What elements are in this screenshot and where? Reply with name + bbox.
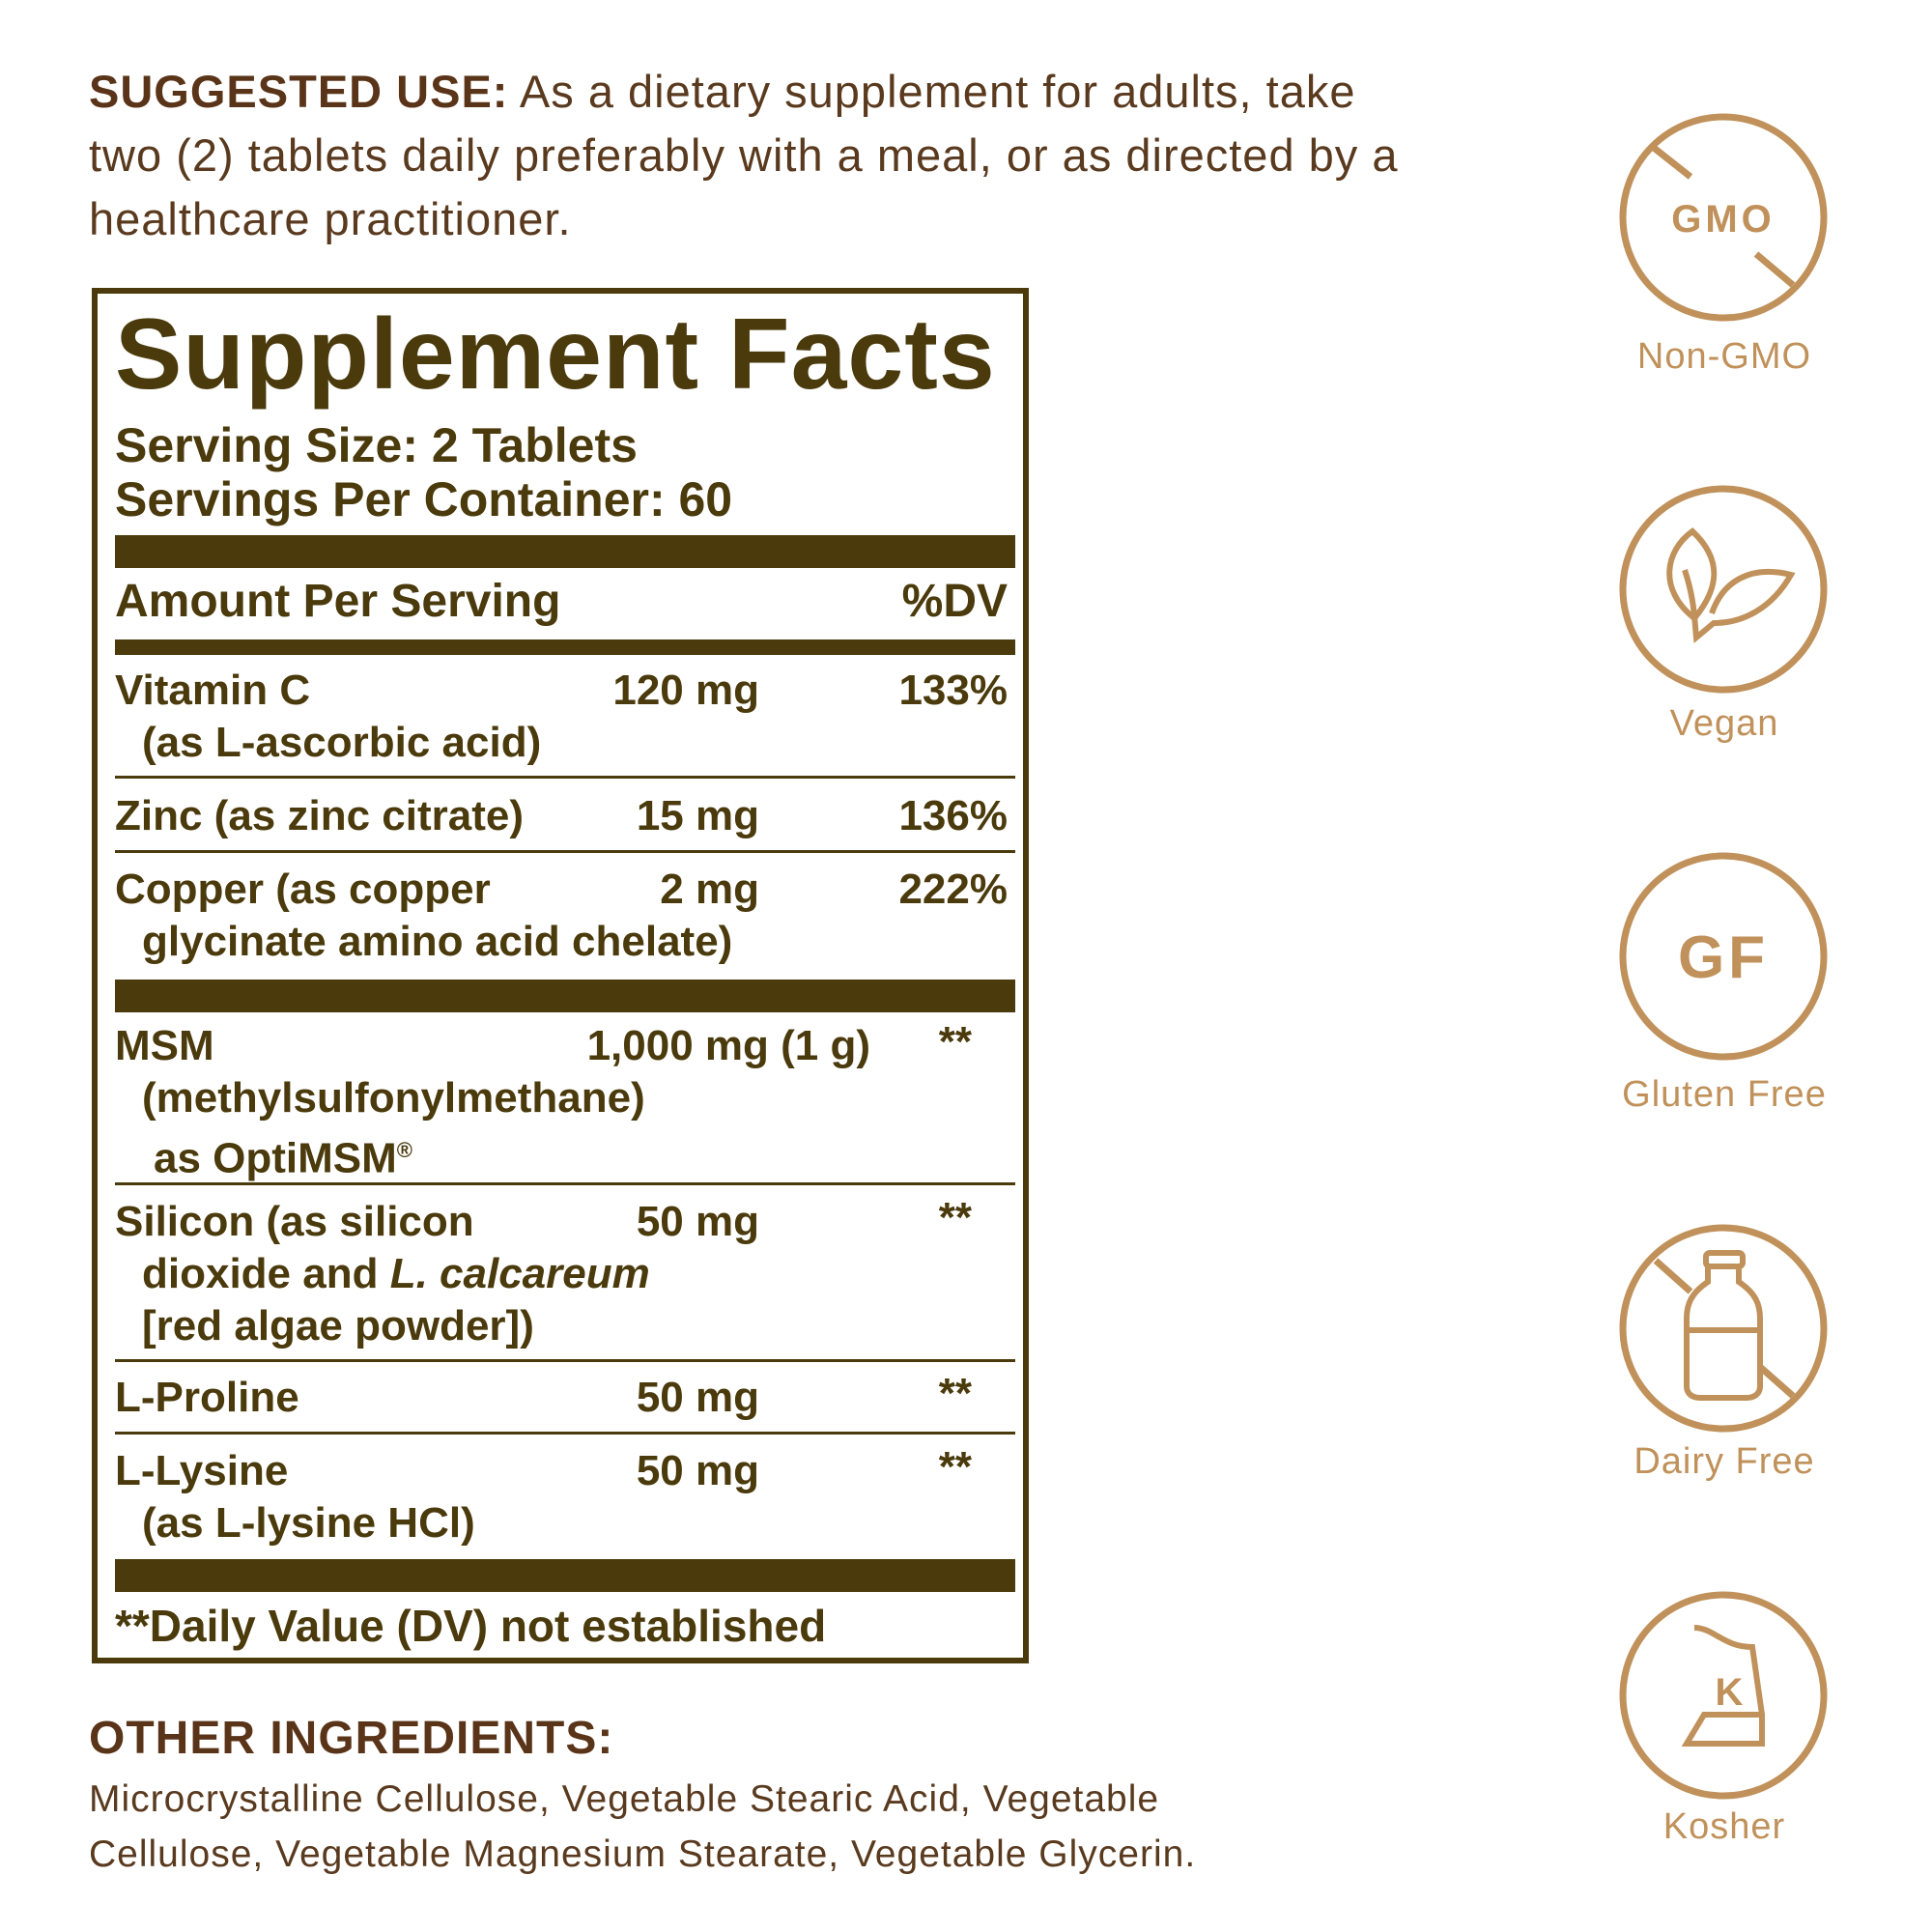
thick-divider bbox=[115, 535, 1015, 568]
gf-icon-text: GF bbox=[1678, 924, 1769, 991]
medium-divider bbox=[115, 639, 1015, 655]
nutrient-name: MSM bbox=[115, 1022, 214, 1069]
other-ingredients-heading: OTHER INGREDIENTS: bbox=[89, 1713, 614, 1764]
badge-label: Kosher bbox=[1662, 1806, 1786, 1847]
nutrient-name: L-Proline bbox=[115, 1374, 299, 1421]
gluten-free-icon: GF bbox=[1619, 852, 1828, 1061]
thick-divider bbox=[115, 1559, 1015, 1592]
vegan-leaf-icon bbox=[1619, 485, 1828, 694]
nutrient-detail: (methylsulfonylmethane) bbox=[142, 1074, 645, 1122]
header-dv: %DV bbox=[901, 576, 1008, 627]
nutrient-amount: 50 mg bbox=[636, 1374, 759, 1421]
servings-per-container: Servings Per Container: 60 bbox=[115, 472, 733, 526]
badge-label: Vegan bbox=[1669, 703, 1779, 744]
nutrient-dv: 222% bbox=[898, 866, 1008, 913]
dairy-free-icon bbox=[1619, 1224, 1828, 1433]
nutrient-dv: ** bbox=[938, 1018, 972, 1065]
divider bbox=[115, 1432, 1015, 1435]
nutrient-dv: ** bbox=[938, 1370, 972, 1417]
nutrient-name: Copper (as copper bbox=[115, 866, 491, 913]
nutrient-amount: 50 mg bbox=[636, 1447, 759, 1494]
nutrient-name: Silicon (as silicon bbox=[115, 1198, 474, 1245]
nutrient-detail: [red algae powder]) bbox=[142, 1302, 534, 1350]
nutrient-name: L-Lysine bbox=[115, 1447, 289, 1494]
nutrient-dv: ** bbox=[938, 1443, 972, 1491]
nutrient-dv: 136% bbox=[898, 792, 1008, 839]
facts-title: Supplement Facts bbox=[115, 298, 996, 411]
thick-divider bbox=[115, 980, 1015, 1012]
nutrient-name: Vitamin C bbox=[115, 667, 311, 714]
footnote-text: **Daily Value (DV) not established bbox=[115, 1601, 827, 1651]
nutrient-detail: (as L-lysine HCl) bbox=[142, 1499, 475, 1547]
nutrient-amount: 15 mg bbox=[636, 792, 759, 839]
nutrient-amount: 120 mg bbox=[612, 667, 759, 714]
other-ingredients-text: Microcrystalline Cellulose, Vegetable St… bbox=[89, 1778, 1197, 1875]
suggested-use-label: SUGGESTED USE: bbox=[89, 66, 509, 117]
nutrient-dv: ** bbox=[938, 1194, 972, 1241]
header-amount: Amount Per Serving bbox=[115, 576, 561, 627]
divider bbox=[115, 1182, 1015, 1185]
kosher-icon: K bbox=[1619, 1591, 1828, 1800]
supplement-facts-panel: Supplement Facts Serving Size: 2 Tablets… bbox=[92, 288, 1029, 1663]
nutrient-detail: dioxide and bbox=[142, 1250, 390, 1297]
nutrient-amount: 1,000 mg (1 g) bbox=[586, 1022, 870, 1069]
nutrient-amount: 2 mg bbox=[660, 866, 759, 913]
nutrient-name: Zinc (as zinc citrate) bbox=[115, 792, 525, 839]
suggested-use-text: As a dietary supplement for adults, take… bbox=[89, 66, 1399, 244]
suggested-use: SUGGESTED USE: As a dietary supplement f… bbox=[89, 60, 1441, 251]
badge-label: Gluten Free bbox=[1622, 1074, 1827, 1115]
badge-label: Non-GMO bbox=[1636, 336, 1812, 377]
gmo-icon-text: GMO bbox=[1671, 198, 1776, 241]
nutrient-amount: 50 mg bbox=[636, 1198, 759, 1245]
divider bbox=[115, 850, 1015, 853]
badge-label: Dairy Free bbox=[1634, 1441, 1815, 1482]
serving-size: Serving Size: 2 Tablets bbox=[115, 418, 638, 472]
nutrient-detail: as OptiMSM bbox=[154, 1134, 397, 1182]
kosher-icon-text: K bbox=[1716, 1671, 1744, 1714]
nutrient-detail: glycinate amino acid chelate) bbox=[142, 918, 733, 965]
registered-mark: ® bbox=[396, 1138, 413, 1162]
nutrient-dv: 133% bbox=[898, 667, 1008, 714]
divider bbox=[115, 1359, 1015, 1362]
nutrient-detail-italic: L. calcareum bbox=[389, 1250, 650, 1297]
non-gmo-icon: GMO bbox=[1619, 113, 1828, 322]
nutrient-detail: (as L-ascorbic acid) bbox=[142, 719, 542, 766]
divider bbox=[115, 776, 1015, 779]
